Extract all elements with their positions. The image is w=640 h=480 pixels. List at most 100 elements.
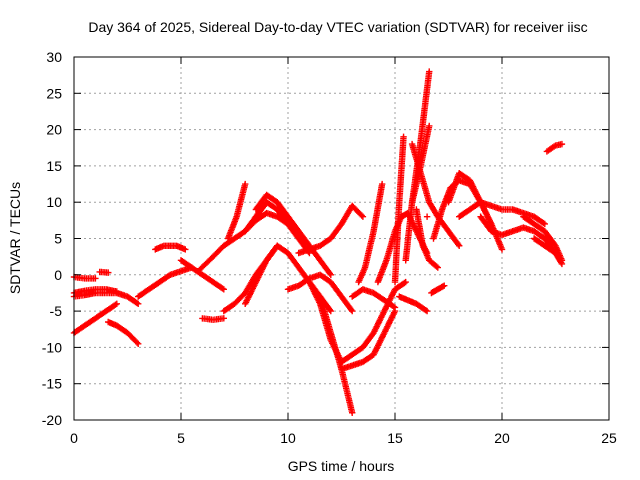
data-point-run xyxy=(391,200,403,286)
y-tick-label: -5 xyxy=(50,303,63,319)
data-point-run xyxy=(408,140,424,175)
data-point xyxy=(220,286,227,293)
data-point-run xyxy=(316,300,334,342)
data-point xyxy=(498,246,506,253)
data-point-run xyxy=(541,242,558,256)
data-series xyxy=(456,199,548,228)
data-point-run xyxy=(156,272,173,286)
data-point-run xyxy=(177,257,194,270)
x-tick-label: 0 xyxy=(70,430,78,446)
data-point-run xyxy=(370,182,385,235)
data-point-run xyxy=(381,297,397,310)
y-tick-label: 25 xyxy=(46,85,62,101)
y-tick-label: 15 xyxy=(46,158,62,174)
data-series xyxy=(152,242,189,253)
data-point-run xyxy=(274,242,290,256)
data-point-run xyxy=(445,228,462,248)
data-point-run xyxy=(430,208,445,242)
data-point xyxy=(400,133,407,141)
data-series xyxy=(70,286,120,297)
data-point-run xyxy=(306,278,323,306)
data-point xyxy=(220,315,227,322)
data-point-run xyxy=(194,254,216,275)
x-tick-label: 10 xyxy=(280,430,296,446)
data-point-run xyxy=(396,135,407,206)
data-point xyxy=(426,68,433,75)
data-point-run xyxy=(349,345,365,358)
data-point-run xyxy=(417,170,432,204)
chart-title: Day 364 of 2025, Sidereal Day-to-day VTE… xyxy=(88,19,587,35)
data-point-run xyxy=(426,199,441,219)
data-point-run xyxy=(520,213,536,227)
data-point-run xyxy=(417,70,433,144)
data-series xyxy=(396,293,431,315)
data-point-run xyxy=(263,243,280,264)
data-point-run xyxy=(252,193,269,213)
data-series xyxy=(70,273,99,282)
grid xyxy=(74,57,609,420)
data-point xyxy=(402,278,409,286)
data-series xyxy=(284,271,356,315)
data-point-run xyxy=(530,235,547,249)
data-point-run xyxy=(327,336,344,364)
data-point-run xyxy=(530,228,547,241)
y-tick-labels: -20 -15 -10 -5 0 5 10 15 20 25 30 xyxy=(42,49,62,428)
data-point xyxy=(456,242,463,249)
data-point-run xyxy=(274,213,290,227)
data-point-run xyxy=(263,199,280,212)
data-series xyxy=(199,315,227,323)
data-point-run xyxy=(242,218,258,235)
data-series xyxy=(177,257,227,293)
data-point-run xyxy=(361,229,377,271)
data-point-run xyxy=(209,278,226,292)
data-point-run xyxy=(426,257,440,270)
data-point xyxy=(423,307,431,315)
x-axis-label: GPS time / hours xyxy=(288,458,395,474)
data-point-run xyxy=(231,291,248,307)
data-series xyxy=(338,307,399,373)
data-point xyxy=(391,304,399,311)
data-point-run xyxy=(402,200,416,264)
data-point-run xyxy=(295,228,312,248)
x-tick-label: 20 xyxy=(494,430,510,446)
data-point xyxy=(295,235,302,242)
data-series xyxy=(391,133,407,286)
data-point-run xyxy=(220,301,237,315)
data-point-run xyxy=(541,228,558,248)
data-series xyxy=(428,282,448,297)
data-point-run xyxy=(327,278,344,299)
data-series xyxy=(477,213,559,257)
data-point xyxy=(349,307,356,315)
data-point-run xyxy=(327,222,344,242)
data-point-run xyxy=(274,199,291,219)
data-point-run xyxy=(81,316,98,329)
y-tick-label: 30 xyxy=(46,49,62,65)
data-series xyxy=(530,235,566,268)
data-series xyxy=(349,286,399,311)
data-series xyxy=(543,140,566,155)
data-series xyxy=(423,213,431,220)
data-point-run xyxy=(434,283,447,293)
data-point-run xyxy=(209,243,226,260)
data-point-run xyxy=(338,293,355,313)
y-tick-label: -20 xyxy=(42,412,62,428)
x-tick-labels: 0 5 10 15 20 25 xyxy=(70,430,617,446)
data-point-run xyxy=(92,308,108,322)
data-point-run xyxy=(263,191,280,205)
data-point-run xyxy=(466,177,483,204)
data-point-run xyxy=(438,186,454,213)
data-series xyxy=(242,209,302,242)
data-point xyxy=(541,220,548,228)
data-point-run xyxy=(295,276,312,289)
data-point-run xyxy=(231,228,248,242)
data-point-run xyxy=(370,309,387,337)
data-point-run xyxy=(359,331,376,351)
x-tick-label: 5 xyxy=(177,430,185,446)
data-point-run xyxy=(102,301,119,315)
data-point-run xyxy=(477,213,494,234)
data-point-run xyxy=(316,271,333,285)
y-tick-label: 0 xyxy=(54,267,62,283)
data-point-run xyxy=(530,220,547,234)
y-tick-label: 20 xyxy=(46,122,62,138)
y-tick-label: -15 xyxy=(42,376,62,392)
